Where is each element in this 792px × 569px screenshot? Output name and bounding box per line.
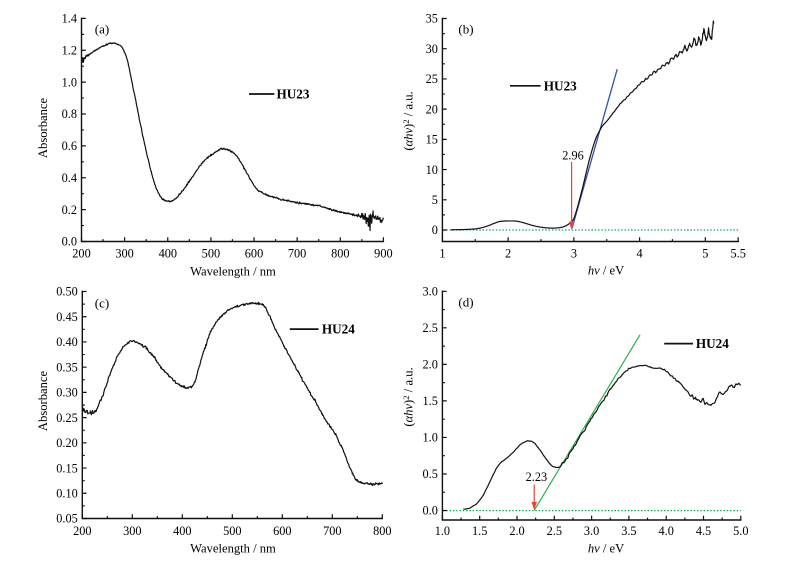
svg-text:2.5: 2.5: [547, 524, 562, 538]
svg-text:30: 30: [426, 42, 438, 56]
svg-text:300: 300: [123, 524, 141, 538]
svg-text:0.50: 0.50: [56, 285, 78, 299]
svg-text:Absorbance: Absorbance: [36, 98, 50, 159]
svg-text:0.35: 0.35: [56, 360, 78, 374]
svg-text:0.15: 0.15: [56, 461, 78, 475]
svg-text:Absorbance: Absorbance: [36, 371, 50, 432]
svg-text:0.05: 0.05: [56, 512, 78, 526]
svg-text:700: 700: [288, 247, 306, 261]
svg-text:2.0: 2.0: [423, 358, 438, 372]
svg-text:0.2: 0.2: [62, 203, 77, 217]
svg-text:0.6: 0.6: [62, 139, 77, 153]
svg-text:0.45: 0.45: [56, 310, 78, 324]
svg-text:Wavelength / nm: Wavelength / nm: [190, 541, 276, 555]
svg-text:900: 900: [374, 247, 392, 261]
svg-text:0.5: 0.5: [423, 467, 438, 481]
svg-text:0.0: 0.0: [423, 504, 438, 518]
svg-text:20: 20: [426, 102, 438, 116]
svg-text:hν / eV: hν / eV: [588, 263, 624, 277]
svg-text:200: 200: [72, 247, 90, 261]
svg-text:2.0: 2.0: [509, 524, 524, 538]
svg-text:5: 5: [702, 247, 708, 261]
svg-text:800: 800: [373, 524, 391, 538]
svg-text:1.5: 1.5: [423, 394, 438, 408]
svg-text:15: 15: [426, 133, 438, 147]
svg-text:3.5: 3.5: [621, 524, 636, 538]
svg-text:1.0: 1.0: [423, 431, 438, 445]
svg-text:(αhν)2 / a.u.: (αhν)2 / a.u.: [401, 367, 416, 426]
svg-text:2: 2: [505, 247, 511, 261]
svg-text:0.0: 0.0: [62, 235, 77, 249]
svg-text:2.23: 2.23: [526, 470, 548, 484]
svg-text:0: 0: [432, 223, 438, 237]
svg-text:(a): (a): [95, 21, 109, 36]
svg-text:0.30: 0.30: [56, 386, 78, 400]
svg-text:(αhν)2 / a.u.: (αhν)2 / a.u.: [401, 91, 416, 150]
svg-text:25: 25: [426, 72, 438, 86]
svg-text:500: 500: [202, 247, 220, 261]
svg-text:5.0: 5.0: [733, 524, 748, 538]
svg-text:500: 500: [223, 524, 241, 538]
svg-text:800: 800: [331, 247, 349, 261]
svg-text:HU24: HU24: [322, 322, 355, 337]
svg-text:0.40: 0.40: [56, 335, 78, 349]
svg-text:1.2: 1.2: [62, 44, 77, 58]
svg-text:1: 1: [439, 247, 445, 261]
svg-text:400: 400: [173, 524, 191, 538]
svg-text:1.5: 1.5: [472, 524, 487, 538]
svg-text:600: 600: [273, 524, 291, 538]
svg-text:1.0: 1.0: [62, 75, 77, 89]
svg-text:hν / eV: hν / eV: [588, 541, 624, 555]
svg-text:200: 200: [73, 524, 91, 538]
svg-text:4: 4: [637, 247, 643, 261]
svg-text:400: 400: [159, 247, 177, 261]
svg-text:700: 700: [323, 524, 341, 538]
svg-text:4.0: 4.0: [659, 524, 674, 538]
svg-text:2.5: 2.5: [423, 321, 438, 335]
svg-text:2.96: 2.96: [562, 149, 584, 163]
svg-text:HU23: HU23: [277, 87, 310, 102]
svg-text:HU24: HU24: [696, 336, 729, 351]
svg-text:1.0: 1.0: [435, 524, 450, 538]
svg-text:(c): (c): [95, 295, 109, 310]
svg-text:0.10: 0.10: [56, 487, 78, 501]
svg-text:35: 35: [426, 12, 438, 26]
svg-text:5: 5: [432, 193, 438, 207]
svg-text:3.0: 3.0: [423, 285, 438, 299]
svg-text:(b): (b): [458, 22, 473, 37]
svg-text:HU23: HU23: [544, 78, 577, 93]
svg-text:0.4: 0.4: [62, 171, 77, 185]
svg-text:300: 300: [115, 247, 133, 261]
svg-text:10: 10: [426, 163, 438, 177]
svg-text:0.20: 0.20: [56, 436, 78, 450]
svg-text:(d): (d): [458, 294, 473, 309]
svg-text:1.4: 1.4: [62, 12, 77, 26]
svg-text:3: 3: [571, 247, 577, 261]
svg-text:5.5: 5.5: [731, 247, 746, 261]
svg-text:Wavelength / nm: Wavelength / nm: [190, 264, 276, 278]
svg-text:3.0: 3.0: [584, 524, 599, 538]
svg-text:0.25: 0.25: [56, 411, 78, 425]
svg-text:4.5: 4.5: [696, 524, 711, 538]
svg-text:0.8: 0.8: [62, 107, 77, 121]
svg-text:600: 600: [245, 247, 263, 261]
